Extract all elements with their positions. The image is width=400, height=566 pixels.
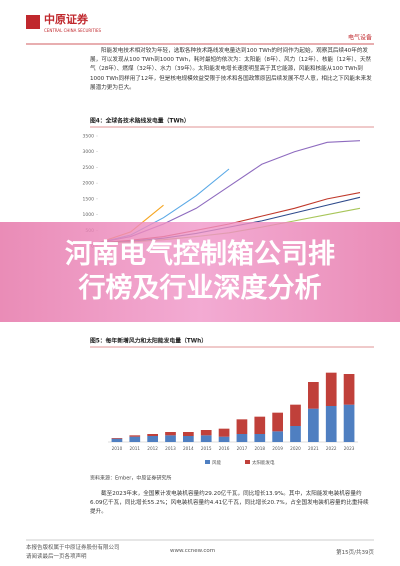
site: www.ccnew.com [170, 548, 216, 554]
company-en: CENTRAL CHINA SECURITIES [44, 28, 101, 33]
legend-swatch [245, 460, 250, 464]
x-tick-label: 2013 [165, 446, 176, 451]
legend-swatch [205, 460, 210, 464]
page-number: 第15页/共39页 [336, 550, 374, 556]
logo-icon [26, 15, 40, 29]
banner-line: 行榜及行业深度分析 [78, 273, 322, 304]
legend-label: 太阳能发电 [252, 459, 275, 466]
y-tick-label: 3000 [83, 149, 95, 155]
bar-segment [325, 372, 337, 406]
bar-segment [308, 408, 319, 442]
bar-segment [218, 436, 230, 442]
bar-segment [129, 435, 141, 437]
x-tick-label: 2018 [254, 446, 265, 451]
paragraph: 阳能发电技术相对较为年轻，选取各种技术路线发电量达到100 TWh的时间作为起始… [90, 48, 372, 91]
bar-segment [200, 430, 212, 436]
x-tick-label: 2020 [290, 446, 301, 451]
bar-segment [183, 436, 194, 442]
x-tick-label: 2019 [272, 446, 283, 451]
x-tick-label: 2021 [308, 446, 319, 451]
bar-segment [147, 436, 158, 442]
y-tick-label: 1500 [83, 196, 95, 202]
x-tick-label: 2023 [344, 446, 355, 451]
bar-segment [290, 426, 301, 442]
y-tick-label: 1000 [83, 212, 95, 218]
bar-segment [236, 419, 248, 434]
y-tick-label: 2500 [83, 165, 95, 171]
copyright: 本报告版权属于中原证券股份有限公司 [26, 545, 120, 551]
y-tick-label: 2000 [83, 181, 95, 187]
x-tick-label: 2011 [129, 446, 140, 451]
bar-segment [343, 374, 355, 405]
notice: 请阅读最后一页各项声明 [26, 554, 87, 560]
bar-segment [129, 436, 141, 442]
bar-segment [165, 432, 176, 436]
bar-segment [325, 406, 337, 442]
bar-segment [111, 438, 123, 439]
paragraph: 截至2023年末，全国累计发电装机容量约29.20亿千瓦，同比增长13.9%。其… [90, 491, 369, 516]
bar-segment [183, 432, 194, 436]
bar-segment [111, 438, 123, 442]
fig5-title: 图5：每年新增风力和太阳能发电量（TWh） [90, 337, 207, 345]
source: 资料来源：Ember，中原证券研究所 [90, 475, 171, 482]
bar-segment [308, 382, 319, 409]
sector: 电气设备 [348, 34, 372, 42]
bar-segment [272, 412, 283, 432]
bar-segment [290, 404, 301, 426]
bar-segment [218, 428, 230, 437]
bar-segment [147, 434, 158, 436]
bar-segment [254, 434, 266, 442]
bar-segment [343, 404, 355, 442]
company: 中原证券 [44, 12, 89, 26]
bar-segment [272, 431, 283, 442]
y-tick-label: 3500 [83, 134, 95, 140]
bar-segment [254, 416, 266, 434]
bar-segment [165, 435, 176, 442]
x-tick-label: 2010 [112, 446, 123, 451]
x-tick-label: 2014 [183, 446, 194, 451]
x-tick-label: 2017 [237, 446, 248, 451]
legend-label: 风能 [212, 459, 221, 466]
x-tick-label: 2016 [219, 446, 230, 451]
fig4-title: 图4：全球各技术路线发电量（TWh） [90, 117, 190, 125]
banner: 河南电气控制箱公司排 行榜及行业深度分析 [0, 222, 400, 322]
x-tick-label: 2015 [201, 446, 212, 451]
x-tick-label: 2012 [147, 446, 158, 451]
x-tick-label: 2022 [326, 446, 337, 451]
bar-segment [200, 435, 212, 442]
bar-segment [236, 434, 248, 442]
banner-line: 河南电气控制箱公司排 [65, 239, 335, 270]
